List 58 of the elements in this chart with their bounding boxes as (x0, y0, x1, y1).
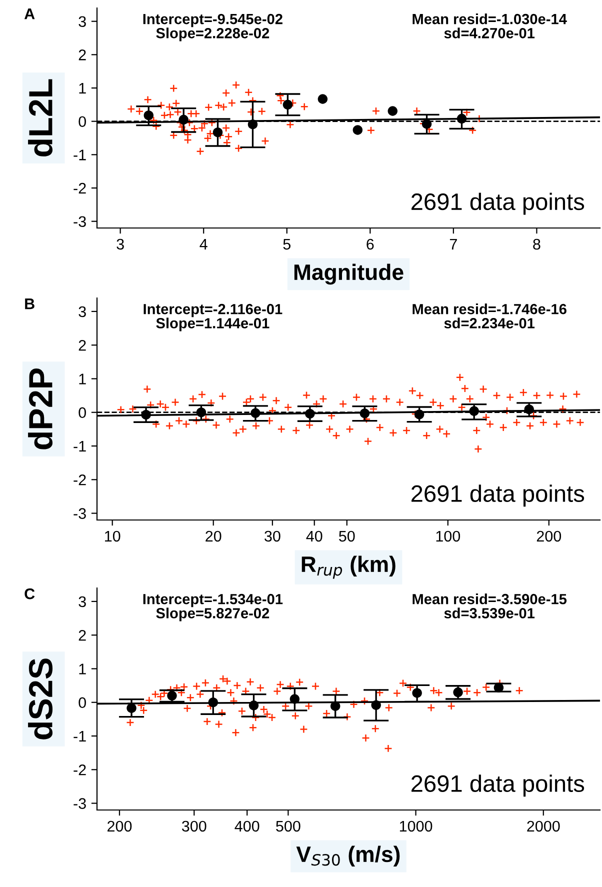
x-tick-label: 400 (234, 820, 260, 832)
y-tick-label: 1 (79, 83, 86, 94)
chart-title: A (24, 8, 35, 20)
chart-title: C (24, 588, 35, 600)
annotation: Mean resid=-3.590e-15 sd=3.539e-01 (412, 594, 567, 618)
x-tick-label: 50 (339, 530, 355, 542)
y-axis-title: dP2P (28, 368, 53, 450)
y-tick-label: -2 (74, 764, 86, 776)
y-tick-label: -3 (74, 216, 86, 228)
y-tick-label: -2 (74, 474, 86, 486)
x-tick-label: 40 (306, 530, 322, 542)
x-axis-title: R$_{rup}$ (km) (302, 556, 396, 579)
x-tick-label: 10 (105, 530, 120, 542)
annotation: 2691 data points (412, 484, 584, 507)
x-tick-label: 100 (436, 530, 460, 542)
x-axis-title: Magnitude (294, 264, 404, 285)
y-axis-title: dL2L (28, 79, 53, 156)
y-tick-label: 0 (78, 697, 86, 708)
x-tick-label: 8 (533, 238, 540, 250)
annotation: Mean resid=-1.030e-14 sd=4.270e-01 (412, 14, 567, 38)
x-tick-label: 7 (450, 238, 457, 250)
y-tick-label: 2 (78, 340, 86, 351)
y-tick-label: 0 (78, 407, 86, 418)
annotation: 2691 data points (412, 774, 584, 797)
y-tick-label: 3 (78, 16, 86, 28)
y-tick-label: -1 (74, 441, 86, 452)
y-tick-label: 3 (78, 596, 86, 608)
x-tick-label: 500 (276, 820, 300, 832)
chart-title: B (25, 298, 34, 310)
x-tick-label: 3 (116, 238, 124, 250)
y-tick-label: 0 (78, 116, 86, 128)
y-tick-label: -2 (74, 182, 86, 194)
y-tick-label: 2 (78, 50, 86, 60)
x-tick-label: 6 (366, 238, 374, 250)
annotation: Intercept=-1.534e-01 Slope=5.827e-02 (143, 594, 283, 622)
x-tick-label: 200 (108, 820, 132, 832)
x-axis-title: V$_{S30}$ (m/s) (296, 846, 400, 866)
x-tick-label: 5 (283, 238, 290, 250)
x-tick-label: 200 (536, 530, 562, 542)
annotation: Mean resid=-1.746e-16 sd=2.234e-01 (412, 304, 566, 328)
x-tick-label: 30 (264, 530, 280, 542)
y-tick-label: 3 (78, 306, 86, 318)
y-tick-label: 1 (79, 374, 86, 384)
x-tick-label: 1000 (400, 820, 432, 832)
x-tick-label: 4 (200, 238, 208, 250)
y-axis-title: dS2S (28, 658, 53, 740)
y-tick-label: 2 (78, 630, 86, 641)
y-tick-label: -1 (74, 731, 86, 742)
y-tick-label: -3 (74, 798, 86, 809)
x-tick-label: 300 (182, 820, 206, 832)
annotation: 2691 data points (412, 192, 584, 215)
x-tick-label: 2000 (527, 820, 560, 832)
annotation: Intercept=-2.116e-01 Slope=1.144e-01 (144, 304, 282, 332)
annotation: Intercept=-9.545e-02 Slope=2.228e-02 (143, 14, 282, 42)
y-tick-label: -3 (74, 508, 86, 519)
x-tick-label: 20 (206, 530, 222, 542)
y-tick-label: -1 (74, 150, 86, 160)
y-tick-label: 1 (79, 664, 86, 674)
